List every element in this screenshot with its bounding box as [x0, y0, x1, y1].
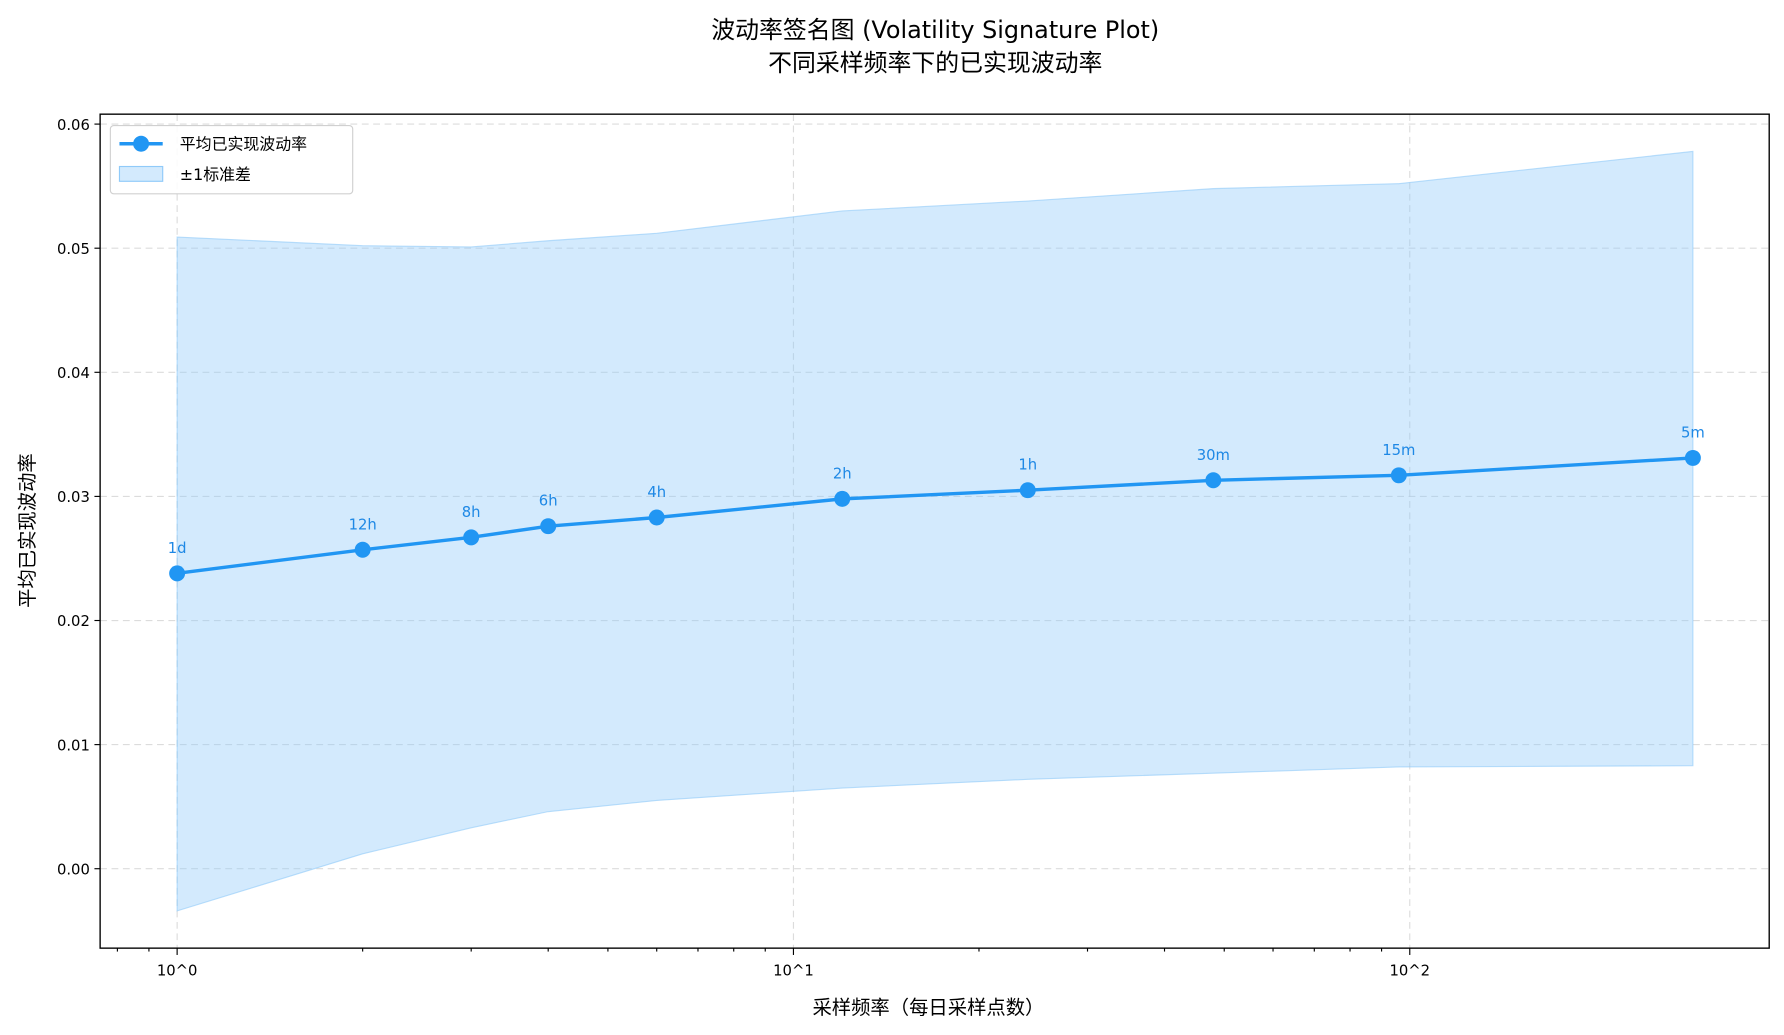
y-tick-label: 0.01 — [57, 737, 90, 754]
data-point — [1684, 449, 1701, 466]
data-points: 1d 12h 8h 6h 4h 2h 1h 30m 15m 5m — [168, 424, 1705, 582]
chart-subtitle: 不同采样频率下的已实现波动率 — [768, 49, 1102, 77]
std-band — [176, 150, 1694, 912]
data-point — [1205, 472, 1222, 489]
y-tick-label: 0.06 — [57, 117, 90, 134]
legend: 平均已实现波动率 ±1标准差 — [109, 124, 354, 195]
mean-volatility-line — [176, 456, 1694, 576]
y-tick-label: 0.05 — [57, 241, 90, 258]
plot-frame — [99, 113, 1770, 949]
point-label: 30m — [1197, 447, 1230, 464]
data-point — [1019, 482, 1036, 499]
point-label: 15m — [1382, 442, 1415, 459]
x-axis-label: 采样频率（每日采样点数） — [812, 996, 1044, 1019]
point-label: 12h — [349, 516, 377, 533]
x-tick-label: 10^0 — [157, 962, 198, 979]
data-point — [540, 518, 557, 535]
legend-label-band: ±1标准差 — [180, 165, 251, 184]
point-label: 4h — [647, 484, 666, 501]
data-point — [463, 529, 480, 546]
point-label: 8h — [462, 504, 481, 521]
legend-dot-marker — [133, 135, 150, 152]
data-point — [1390, 467, 1407, 484]
point-label: 6h — [539, 493, 558, 510]
y-tick-label: 0.04 — [57, 365, 90, 382]
grid-lines — [100, 114, 1770, 949]
x-tick-labels: 10^0 10^1 10^2 — [157, 962, 1430, 979]
y-tick-label: 0.03 — [57, 489, 90, 506]
point-label: 1d — [168, 540, 187, 557]
point-label: 5m — [1681, 424, 1705, 441]
x-tick-label: 10^1 — [773, 962, 814, 979]
axis-ticks: 0.00 0.01 0.02 0.03 0.04 0.05 0.06 — [57, 117, 1411, 955]
data-point — [354, 541, 371, 558]
data-point — [648, 509, 665, 526]
data-point — [834, 490, 851, 507]
chart-title: 波动率签名图 (Volatility Signature Plot) — [711, 16, 1159, 44]
y-axis-label: 平均已实现波动率 — [16, 453, 39, 608]
y-tick-label: 0.02 — [57, 613, 90, 630]
point-label: 1h — [1018, 457, 1037, 474]
data-point — [169, 565, 186, 582]
x-tick-label: 10^2 — [1389, 962, 1430, 979]
point-label: 2h — [833, 465, 852, 482]
legend-band-marker — [118, 165, 164, 182]
legend-label-mean: 平均已实现波动率 — [180, 134, 307, 153]
y-tick-label: 0.00 — [57, 861, 90, 878]
